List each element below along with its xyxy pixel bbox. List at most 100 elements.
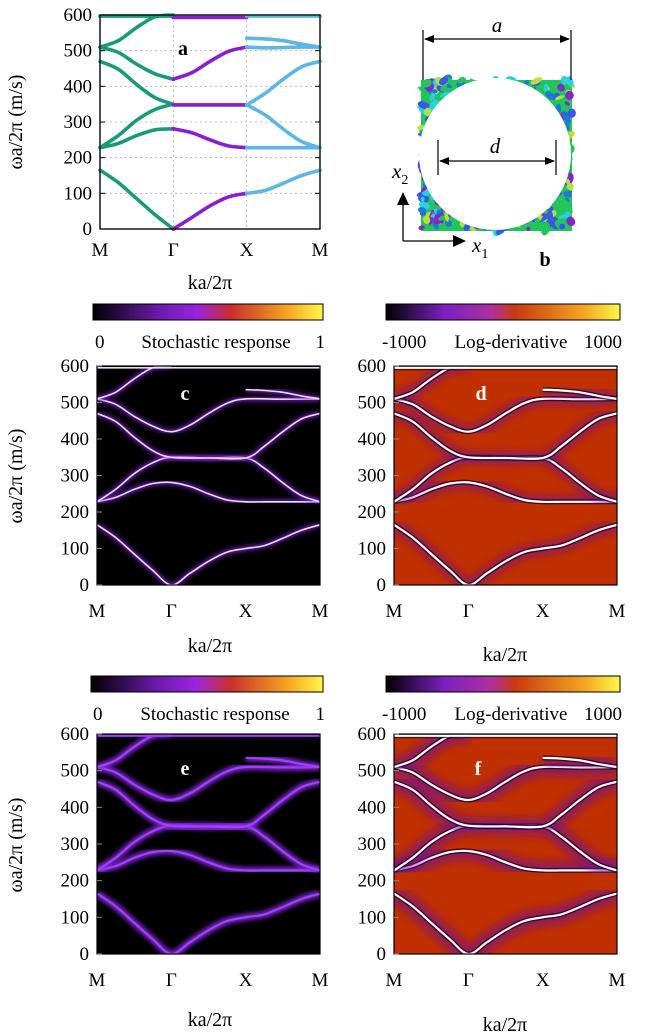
colorbar-min-label: 0 <box>95 332 105 353</box>
band-structure-panel-a: 0 100 200 300 400 500 600 M Γ X M ωa/2π (m/s) ka/… <box>5 5 329 294</box>
x-tick-label: X <box>239 601 253 622</box>
x2-axis-label: x <box>391 159 402 183</box>
log-derivative-band-3 <box>394 412 617 460</box>
panel-label-d: d <box>475 383 486 405</box>
colorbar <box>385 303 621 321</box>
arrow-head-icon <box>424 35 434 43</box>
log-derivative-band-3 <box>394 780 617 829</box>
panel-label-c: c <box>181 383 190 405</box>
x-axis-label: ka/2π <box>188 1009 233 1031</box>
y-axis-label: ωa/2π (m/s) <box>5 429 27 524</box>
unit-cell-panel-b: a d x2 x1 b <box>391 13 576 271</box>
y-tick-labels-a: 0 100 200 300 400 500 600 <box>64 5 320 240</box>
arrow-head-icon <box>545 157 555 165</box>
y-tick-label: 300 <box>358 466 387 487</box>
arrow-head-icon <box>560 35 570 43</box>
heatmap-panel-c: 0 100 200 300 400 500 600 M Γ X Mc ka/2π 0 1 Stochasti… <box>5 303 329 657</box>
y-tick-label: 300 <box>64 112 93 133</box>
colorbar-label: Stochastic response <box>141 332 290 353</box>
colorbar-min-label: -1000 <box>382 704 426 725</box>
y-tick-label: 400 <box>358 429 387 450</box>
band-line-1 <box>98 127 176 150</box>
band-line-5 <box>98 45 176 81</box>
x-tick-label: M <box>89 970 106 991</box>
y-tick-label: 500 <box>61 761 90 782</box>
x-tick-label: M <box>312 240 329 261</box>
band-line-16 <box>244 45 322 50</box>
colorbar-max-label: 1000 <box>584 704 622 725</box>
panel-label-a: a <box>178 38 188 60</box>
x-tick-label: M <box>312 970 329 991</box>
x-tick-label: M <box>312 601 329 622</box>
x-tick-label: Γ <box>166 601 177 622</box>
y-tick-label: 0 <box>80 944 90 965</box>
y-tick-label: 600 <box>64 5 93 26</box>
panel-label-e: e <box>181 758 190 780</box>
response-band-3 <box>97 780 320 829</box>
heatmap-panel-e: 0 100 200 300 400 500 600 M Γ X Me ka/2π 0 1 Stochasti… <box>5 675 329 1031</box>
y-tick-label: 200 <box>61 871 90 892</box>
y-tick-label: 600 <box>61 724 90 745</box>
y-tick-label: 0 <box>377 575 387 596</box>
heatmap-panel-f: 0 100 200 300 400 500 600 M Γ X Mf ka/2π -1000 1000 Lo… <box>358 675 626 1035</box>
x2-subscript: 2 <box>401 173 408 188</box>
log-derivative-band-0 <box>394 892 617 954</box>
colorbar-min-label: -1000 <box>382 332 426 353</box>
y-tick-label: 300 <box>61 834 90 855</box>
response-band-4 <box>97 397 320 433</box>
band-lines-a <box>98 13 322 231</box>
colorbar <box>385 675 621 693</box>
y-tick-label: 0 <box>83 219 93 240</box>
x-tick-label: M <box>92 240 109 261</box>
dimension-d-label: d <box>490 134 501 158</box>
log-derivative-band-4 <box>394 397 617 433</box>
y-tick-label: 200 <box>64 148 93 169</box>
y-tick-label: 400 <box>64 76 93 97</box>
colorbar-label: Log-derivative <box>455 332 568 353</box>
colorbar-min-label: 0 <box>93 704 103 725</box>
x1-subscript: 1 <box>481 247 488 262</box>
y-tick-label: 200 <box>61 502 90 523</box>
colorbar <box>90 675 324 693</box>
x-tick-label: Γ <box>168 240 179 261</box>
y-tick-label: 0 <box>80 575 90 596</box>
dimension-a-label: a <box>492 13 503 37</box>
x-axis-label: ka/2π <box>188 635 233 657</box>
band-line-2 <box>98 102 176 150</box>
x1-axis-label: x <box>471 233 482 257</box>
band-line-14 <box>244 103 322 150</box>
colorbar-label: Stochastic response <box>140 704 289 725</box>
y-tick-label: 400 <box>358 797 387 818</box>
y-axis-label-a: ωa/2π (m/s) <box>5 75 27 170</box>
response-band-6 <box>245 388 320 400</box>
x-tick-label: X <box>536 970 550 991</box>
response-band-1 <box>97 849 320 872</box>
band-line-8 <box>171 127 249 150</box>
y-tick-label: 100 <box>64 183 93 204</box>
x-tick-label: X <box>239 970 253 991</box>
band-line-17 <box>244 36 322 49</box>
x-tick-label: X <box>536 601 550 622</box>
panel-label-b: b <box>539 249 550 271</box>
response-band-0 <box>97 892 320 954</box>
colorbar-label: Log-derivative <box>455 704 568 725</box>
band-line-12 <box>244 168 322 196</box>
response-band-3 <box>97 412 320 460</box>
y-tick-label: 600 <box>61 356 90 377</box>
y-tick-label: 500 <box>64 41 93 62</box>
y-tick-label: 500 <box>358 761 387 782</box>
band-line-15 <box>244 59 322 107</box>
x-tick-label: Γ <box>463 970 474 991</box>
circular-inclusion <box>419 78 571 230</box>
panel-label-f: f <box>475 758 482 780</box>
colorbar-max-label: 1000 <box>584 332 622 353</box>
x-tick-label: M <box>386 970 403 991</box>
x2-arrow-icon <box>397 192 409 205</box>
y-tick-label: 400 <box>61 797 90 818</box>
x-tick-label: Γ <box>463 601 474 622</box>
y-tick-label: 300 <box>358 834 387 855</box>
y-tick-label: 200 <box>358 871 387 892</box>
response-band-0 <box>97 524 320 585</box>
